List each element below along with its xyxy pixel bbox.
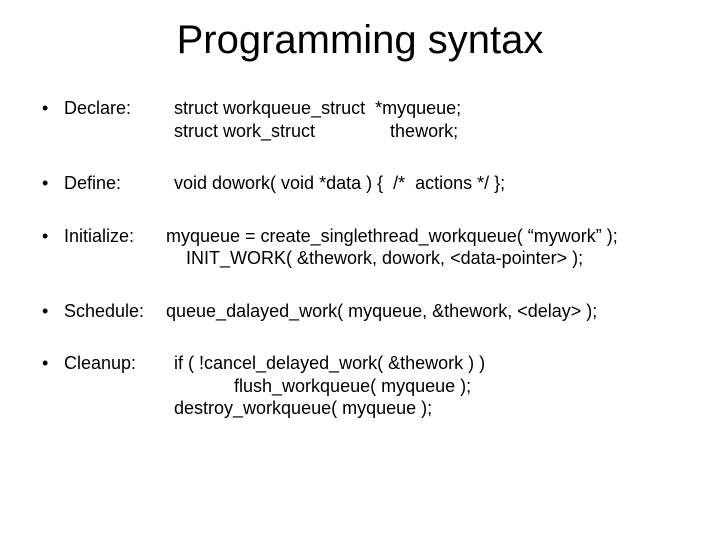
bullet-list: Declare: struct workqueue_struct *myqueu… — [40, 97, 680, 420]
bullet-initialize: Initialize: myqueue = create_singlethrea… — [40, 225, 680, 270]
label-schedule: Schedule: — [64, 300, 166, 323]
code-initialize: myqueue = create_singlethread_workqueue(… — [166, 225, 618, 270]
slide-title: Programming syntax — [40, 18, 680, 63]
bullet-cleanup: Cleanup: if ( !cancel_delayed_work( &the… — [40, 352, 680, 420]
label-cleanup: Cleanup: — [64, 352, 174, 375]
code-declare: struct workqueue_struct *myqueue; struct… — [174, 97, 461, 142]
code-cleanup: if ( !cancel_delayed_work( &thework ) ) … — [174, 352, 485, 420]
label-define: Define: — [64, 172, 174, 195]
bullet-define: Define: void dowork( void *data ) { /* a… — [40, 172, 680, 195]
code-define: void dowork( void *data ) { /* actions *… — [174, 172, 505, 195]
bullet-schedule: Schedule: queue_dalayed_work( myqueue, &… — [40, 300, 680, 323]
code-schedule: queue_dalayed_work( myqueue, &thework, <… — [166, 300, 597, 323]
slide: Programming syntax Declare: struct workq… — [0, 0, 720, 540]
label-declare: Declare: — [64, 97, 174, 120]
label-initialize: Initialize: — [64, 225, 166, 248]
bullet-declare: Declare: struct workqueue_struct *myqueu… — [40, 97, 680, 142]
